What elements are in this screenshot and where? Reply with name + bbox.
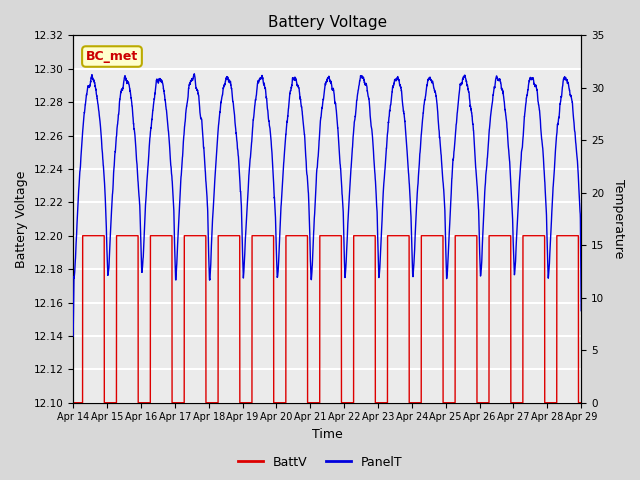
Legend: BattV, PanelT: BattV, PanelT — [232, 451, 408, 474]
X-axis label: Time: Time — [312, 428, 342, 441]
Y-axis label: Battery Voltage: Battery Voltage — [15, 170, 28, 268]
Text: BC_met: BC_met — [86, 50, 138, 63]
Y-axis label: Temperature: Temperature — [612, 180, 625, 259]
Title: Battery Voltage: Battery Voltage — [268, 15, 387, 30]
